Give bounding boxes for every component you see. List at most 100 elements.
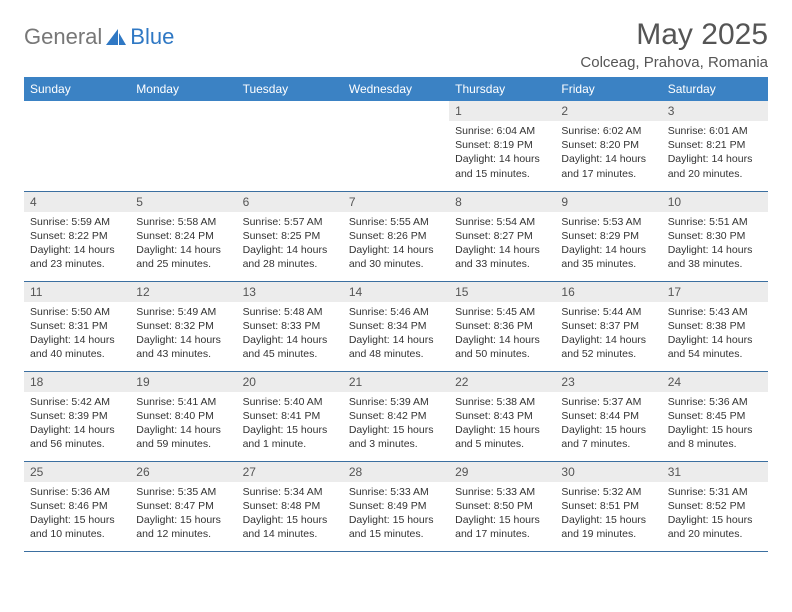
weekday-row: SundayMondayTuesdayWednesdayThursdayFrid…	[24, 77, 768, 101]
daylight-line: Daylight: 15 hours and 8 minutes.	[668, 423, 762, 451]
calendar-day-cell	[130, 101, 236, 191]
day-number: 8	[449, 192, 555, 212]
calendar-day-cell	[343, 101, 449, 191]
sunset-line: Sunset: 8:30 PM	[668, 229, 762, 243]
day-number: 31	[662, 462, 768, 482]
day-number: 24	[662, 372, 768, 392]
day-content: Sunrise: 5:44 AMSunset: 8:37 PMDaylight:…	[555, 302, 661, 366]
day-content: Sunrise: 5:58 AMSunset: 8:24 PMDaylight:…	[130, 212, 236, 276]
day-content: Sunrise: 5:54 AMSunset: 8:27 PMDaylight:…	[449, 212, 555, 276]
daylight-line: Daylight: 14 hours and 30 minutes.	[349, 243, 443, 271]
day-number: 7	[343, 192, 449, 212]
sunset-line: Sunset: 8:32 PM	[136, 319, 230, 333]
day-number: 18	[24, 372, 130, 392]
day-content: Sunrise: 5:31 AMSunset: 8:52 PMDaylight:…	[662, 482, 768, 546]
sunset-line: Sunset: 8:27 PM	[455, 229, 549, 243]
day-number: 4	[24, 192, 130, 212]
daylight-line: Daylight: 14 hours and 52 minutes.	[561, 333, 655, 361]
sunset-line: Sunset: 8:43 PM	[455, 409, 549, 423]
calendar-table: SundayMondayTuesdayWednesdayThursdayFrid…	[24, 77, 768, 552]
sunrise-line: Sunrise: 5:54 AM	[455, 215, 549, 229]
sunset-line: Sunset: 8:42 PM	[349, 409, 443, 423]
sunset-line: Sunset: 8:20 PM	[561, 138, 655, 152]
daylight-line: Daylight: 15 hours and 15 minutes.	[349, 513, 443, 541]
sunrise-line: Sunrise: 5:58 AM	[136, 215, 230, 229]
sunrise-line: Sunrise: 5:35 AM	[136, 485, 230, 499]
sunrise-line: Sunrise: 5:36 AM	[30, 485, 124, 499]
daylight-line: Daylight: 14 hours and 45 minutes.	[243, 333, 337, 361]
daylight-line: Daylight: 14 hours and 50 minutes.	[455, 333, 549, 361]
sunset-line: Sunset: 8:46 PM	[30, 499, 124, 513]
calendar-day-cell: 8Sunrise: 5:54 AMSunset: 8:27 PMDaylight…	[449, 191, 555, 281]
daylight-line: Daylight: 14 hours and 28 minutes.	[243, 243, 337, 271]
calendar-day-cell: 10Sunrise: 5:51 AMSunset: 8:30 PMDayligh…	[662, 191, 768, 281]
sunrise-line: Sunrise: 5:40 AM	[243, 395, 337, 409]
day-number: 3	[662, 101, 768, 121]
day-content: Sunrise: 5:57 AMSunset: 8:25 PMDaylight:…	[237, 212, 343, 276]
calendar-day-cell: 27Sunrise: 5:34 AMSunset: 8:48 PMDayligh…	[237, 461, 343, 551]
daylight-line: Daylight: 15 hours and 5 minutes.	[455, 423, 549, 451]
calendar-day-cell: 25Sunrise: 5:36 AMSunset: 8:46 PMDayligh…	[24, 461, 130, 551]
weekday-header: Sunday	[24, 77, 130, 101]
sunset-line: Sunset: 8:24 PM	[136, 229, 230, 243]
sunset-line: Sunset: 8:51 PM	[561, 499, 655, 513]
calendar-week-row: 4Sunrise: 5:59 AMSunset: 8:22 PMDaylight…	[24, 191, 768, 281]
daylight-line: Daylight: 14 hours and 17 minutes.	[561, 152, 655, 180]
day-number: 11	[24, 282, 130, 302]
calendar-day-cell: 15Sunrise: 5:45 AMSunset: 8:36 PMDayligh…	[449, 281, 555, 371]
day-number: 1	[449, 101, 555, 121]
sunrise-line: Sunrise: 5:53 AM	[561, 215, 655, 229]
sunset-line: Sunset: 8:29 PM	[561, 229, 655, 243]
day-number: 22	[449, 372, 555, 392]
calendar-day-cell: 7Sunrise: 5:55 AMSunset: 8:26 PMDaylight…	[343, 191, 449, 281]
weekday-header: Tuesday	[237, 77, 343, 101]
location: Colceag, Prahova, Romania	[580, 54, 768, 71]
weekday-header: Saturday	[662, 77, 768, 101]
sunset-line: Sunset: 8:19 PM	[455, 138, 549, 152]
calendar-day-cell: 30Sunrise: 5:32 AMSunset: 8:51 PMDayligh…	[555, 461, 661, 551]
sunrise-line: Sunrise: 6:04 AM	[455, 124, 549, 138]
sunrise-line: Sunrise: 5:43 AM	[668, 305, 762, 319]
daylight-line: Daylight: 14 hours and 43 minutes.	[136, 333, 230, 361]
logo: General Blue	[24, 24, 174, 50]
day-content: Sunrise: 5:49 AMSunset: 8:32 PMDaylight:…	[130, 302, 236, 366]
sunrise-line: Sunrise: 5:50 AM	[30, 305, 124, 319]
calendar-day-cell: 22 Sunrise: 5:38 AMSunset: 8:43 PMDayligh…	[449, 371, 555, 461]
daylight-line: Daylight: 14 hours and 35 minutes.	[561, 243, 655, 271]
daylight-line: Daylight: 14 hours and 54 minutes.	[668, 333, 762, 361]
calendar-day-cell: 3Sunrise: 6:01 AMSunset: 8:21 PMDaylight…	[662, 101, 768, 191]
daylight-line: Daylight: 15 hours and 10 minutes.	[30, 513, 124, 541]
calendar-week-row: 25Sunrise: 5:36 AMSunset: 8:46 PMDayligh…	[24, 461, 768, 551]
calendar-day-cell: 14Sunrise: 5:46 AMSunset: 8:34 PMDayligh…	[343, 281, 449, 371]
day-content: Sunrise: 5:59 AMSunset: 8:22 PMDaylight:…	[24, 212, 130, 276]
daylight-line: Daylight: 15 hours and 20 minutes.	[668, 513, 762, 541]
calendar-day-cell: 19Sunrise: 5:41 AMSunset: 8:40 PMDayligh…	[130, 371, 236, 461]
sunset-line: Sunset: 8:49 PM	[349, 499, 443, 513]
calendar-week-row: 18Sunrise: 5:42 AMSunset: 8:39 PMDayligh…	[24, 371, 768, 461]
calendar-day-cell: 29Sunrise: 5:33 AMSunset: 8:50 PMDayligh…	[449, 461, 555, 551]
sunrise-line: Sunrise: 5:51 AM	[668, 215, 762, 229]
sunset-line: Sunset: 8:40 PM	[136, 409, 230, 423]
daylight-line: Daylight: 14 hours and 48 minutes.	[349, 333, 443, 361]
sunrise-line: Sunrise: 5:37 AM	[561, 395, 655, 409]
daylight-line: Daylight: 15 hours and 19 minutes.	[561, 513, 655, 541]
sunset-line: Sunset: 8:44 PM	[561, 409, 655, 423]
day-content: Sunrise: 5:50 AMSunset: 8:31 PMDaylight:…	[24, 302, 130, 366]
day-number: 26	[130, 462, 236, 482]
sunset-line: Sunset: 8:45 PM	[668, 409, 762, 423]
day-content: Sunrise: 5:33 AMSunset: 8:49 PMDaylight:…	[343, 482, 449, 546]
calendar-day-cell	[24, 101, 130, 191]
sunset-line: Sunset: 8:50 PM	[455, 499, 549, 513]
sunrise-line: Sunrise: 5:38 AM	[455, 395, 549, 409]
day-number: 6	[237, 192, 343, 212]
sunset-line: Sunset: 8:25 PM	[243, 229, 337, 243]
logo-blue: Blue	[130, 24, 174, 50]
day-number: 16	[555, 282, 661, 302]
day-content: Sunrise: 5:55 AMSunset: 8:26 PMDaylight:…	[343, 212, 449, 276]
sunrise-line: Sunrise: 5:33 AM	[349, 485, 443, 499]
calendar-day-cell: 11Sunrise: 5:50 AMSunset: 8:31 PMDayligh…	[24, 281, 130, 371]
title-block: May 2025 Colceag, Prahova, Romania	[580, 18, 768, 71]
calendar-day-cell: 31Sunrise: 5:31 AMSunset: 8:52 PMDayligh…	[662, 461, 768, 551]
sunset-line: Sunset: 8:37 PM	[561, 319, 655, 333]
day-number: 12	[130, 282, 236, 302]
